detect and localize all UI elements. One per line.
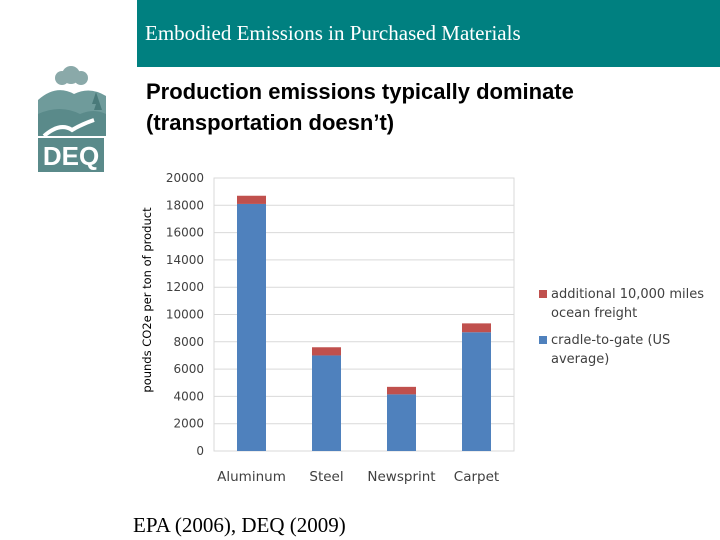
legend-label: additional 10,000 miles xyxy=(551,287,704,302)
y-tick-label: 8000 xyxy=(173,335,204,349)
bar-cradle-to-gate-newsprint xyxy=(387,394,416,451)
bar-ocean-freight-newsprint xyxy=(387,386,416,395)
y-tick-label: 16000 xyxy=(166,226,204,240)
y-tick-label: 10000 xyxy=(166,308,204,322)
y-tick-label: 18000 xyxy=(166,198,204,212)
y-tick-label: 14000 xyxy=(166,253,204,267)
x-tick-label: Aluminum xyxy=(217,469,286,485)
legend-label: average) xyxy=(551,352,609,367)
legend-swatch xyxy=(539,336,547,344)
bar-cradle-to-gate-aluminum xyxy=(237,203,266,451)
subtitle-line-2: (transportation doesn’t) xyxy=(146,110,395,135)
subtitle-line-1: Production emissions typically dominate xyxy=(146,79,574,104)
bar-cradle-to-gate-carpet xyxy=(462,332,491,451)
y-tick-label: 6000 xyxy=(173,362,204,376)
legend-label: cradle-to-gate (US xyxy=(551,333,670,348)
y-tick-label: 20000 xyxy=(166,171,204,185)
y-tick-label: 2000 xyxy=(173,417,204,431)
slide-title: Embodied Emissions in Purchased Material… xyxy=(145,21,521,45)
y-tick-label: 12000 xyxy=(166,280,204,294)
x-tick-label: Newsprint xyxy=(367,469,435,485)
legend-swatch xyxy=(539,290,547,298)
x-tick-label: Steel xyxy=(309,469,343,485)
slide-subtitle: Production emissions typically dominate … xyxy=(146,76,686,138)
header-bar: Embodied Emissions in Purchased Material… xyxy=(137,0,720,67)
citation: EPA (2006), DEQ (2009) xyxy=(133,513,346,537)
deq-landscape-icon xyxy=(38,66,106,172)
bar-ocean-freight-carpet xyxy=(462,323,491,333)
legend-label: ocean freight xyxy=(551,306,637,321)
y-axis-label: pounds CO2e per ton of product xyxy=(140,207,154,393)
y-tick-label: 0 xyxy=(196,444,204,458)
x-tick-label: Carpet xyxy=(454,469,499,485)
y-tick-label: 4000 xyxy=(173,389,204,403)
bar-ocean-freight-aluminum xyxy=(237,195,266,204)
deq-logo-text: DEQ xyxy=(43,141,99,171)
deq-logo: DEQ xyxy=(38,66,106,172)
bar-ocean-freight-steel xyxy=(312,347,341,356)
bar-cradle-to-gate-steel xyxy=(312,355,341,451)
